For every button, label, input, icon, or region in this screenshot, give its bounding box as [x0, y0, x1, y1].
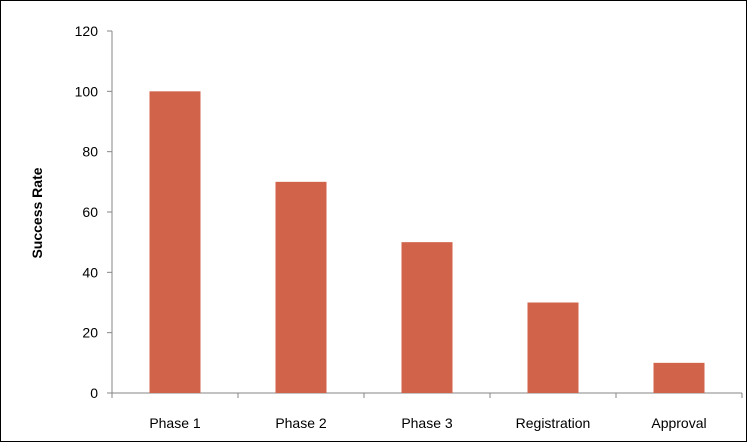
- x-axis: Phase 1 Phase 2 Phase 3 Registration Approva…: [111, 392, 743, 431]
- x-tick-label: Phase 2: [275, 415, 327, 431]
- y-axis: 0 20 40 60 80 100 120: [75, 23, 113, 401]
- y-tick-label: 120: [75, 23, 99, 39]
- bars: [149, 91, 705, 393]
- y-tick-label: 60: [82, 204, 98, 220]
- x-tick-label: Approval: [651, 415, 706, 431]
- y-tick-label: 0: [90, 385, 98, 401]
- x-tick-label: Phase 3: [401, 415, 453, 431]
- bar-approval: [653, 362, 705, 393]
- y-tick-label: 100: [75, 83, 99, 99]
- x-tick-label: Registration: [516, 415, 591, 431]
- bar-phase-1: [149, 91, 201, 393]
- bar-registration: [527, 302, 579, 393]
- bar-phase-2: [275, 181, 327, 393]
- y-tick-label: 80: [82, 144, 98, 160]
- bar-phase-3: [401, 242, 453, 393]
- y-tick-label: 40: [82, 264, 98, 280]
- y-axis-label: Success Rate: [29, 167, 45, 258]
- y-tick-label: 20: [82, 325, 98, 341]
- x-tick-label: Phase 1: [149, 415, 201, 431]
